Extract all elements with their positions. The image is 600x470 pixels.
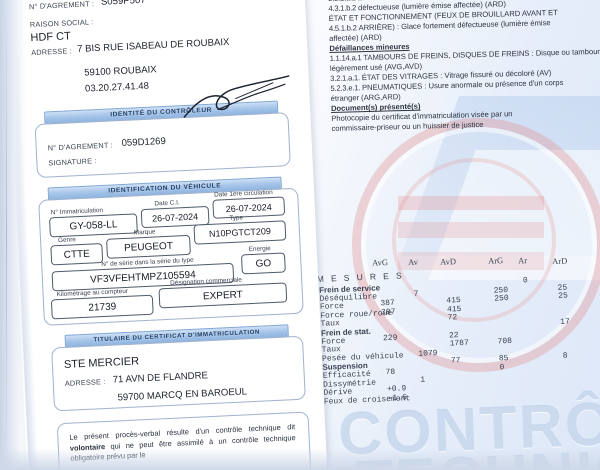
center-address-value: 7 BIS RUE ISABEAU DE ROUBAIX (76, 36, 230, 55)
agreement-label: N° D'AGREMENT : (28, 0, 95, 12)
measures-cell: 0 (522, 276, 528, 286)
defect-code: 4.3.1.b.2 (328, 3, 359, 14)
left-page-card: N° D'AGREMENT : S059P507 RAISON SOCIAL :… (3, 0, 329, 470)
field-value-energie[interactable]: GO (240, 252, 286, 275)
center-address-label: ADRESSE : (31, 46, 73, 58)
center-phone: 03.20.27.41.48 (84, 80, 150, 95)
field-label-genre: Genre (57, 236, 77, 245)
measures-cell: 229 (382, 333, 398, 343)
red-stamp-watermark (352, 118, 600, 372)
measures-cell: 8 (562, 351, 568, 362)
field-label-date-ci: Date C.I. (154, 199, 180, 208)
measures-cell: 1079 (418, 348, 438, 359)
field-label-energie: Energie (248, 245, 271, 254)
measures-cell: 1 (420, 375, 426, 385)
defects-block: 3.5.1.a.2 ÉTAT ET FONCTIONNEMENT (FEUX D… (328, 0, 600, 134)
field-value-genre[interactable]: CTTE (50, 243, 104, 266)
measures-cell: 72 (447, 313, 458, 323)
field-value-immatriculation[interactable]: GY-058-LL (48, 213, 138, 238)
defect-text: étranger (ARG,ARD) (330, 92, 401, 104)
notice-line-2-pre: technique dit (248, 422, 296, 434)
measures-column-ar: Ar (517, 255, 528, 266)
measures-cell: 25 (558, 291, 569, 302)
measures-title: M E S U R E S (316, 270, 405, 284)
measures-column-ard: ArD (551, 254, 568, 266)
red-stamp-text-bars (398, 196, 544, 282)
measures-cell: -1.6 (387, 393, 408, 403)
agreement-value: S059P507 (100, 0, 146, 8)
measures-cell: 1787 (449, 338, 470, 349)
measures-cell: 17 (560, 317, 571, 327)
measures-cell: 7 (413, 289, 419, 299)
defect-code: 4.5.1.b.2 (328, 23, 359, 34)
measures-cell: 708 (497, 337, 513, 347)
defect-code: 3.2.1.a.1. (330, 73, 362, 84)
measures-cell: 0 (499, 363, 505, 373)
measures-column-avg: AvG (371, 256, 389, 268)
field-label-type: Type (229, 214, 244, 222)
measures-column-avd: AvD (439, 256, 457, 267)
center-city: 59100 ROUBAIX (83, 64, 157, 79)
holder-address-label: ADRESSE : (64, 377, 106, 388)
field-label-marque: Marque (133, 228, 156, 237)
measures-cell: 387 (380, 307, 396, 318)
measures-table: M E S U R E S AvG Av AvD ArG Ar ArD Frein de … (316, 250, 600, 412)
measures-column-av: Av (407, 256, 419, 268)
defect-text: affectée) (ARD) (329, 32, 382, 44)
field-value-date-1ere-circulation[interactable]: 26-07-2024 (212, 196, 286, 219)
measures-cell: 77 (450, 356, 461, 366)
raison-social-value: HDF CT (30, 30, 72, 45)
red-stamp-inner-ring (392, 158, 556, 322)
defect-code: 1.1.14.a.1 (329, 53, 364, 64)
measures-cell: 78 (385, 367, 396, 378)
defect-code: 5.2.3.e.1. (330, 83, 363, 94)
field-value-marque[interactable]: PEUGEOT (106, 234, 191, 259)
page-fold-line (6, 0, 7, 470)
scan-shadow-left (0, 0, 26, 470)
measures-column-arg: ArG (487, 255, 504, 267)
measures-cell: 250 (494, 294, 509, 304)
controller-agreement-value: 059D1269 (121, 135, 167, 149)
scan-shadow-bottom (0, 448, 600, 470)
raison-social-label: RAISON SOCIAL : (29, 17, 94, 30)
